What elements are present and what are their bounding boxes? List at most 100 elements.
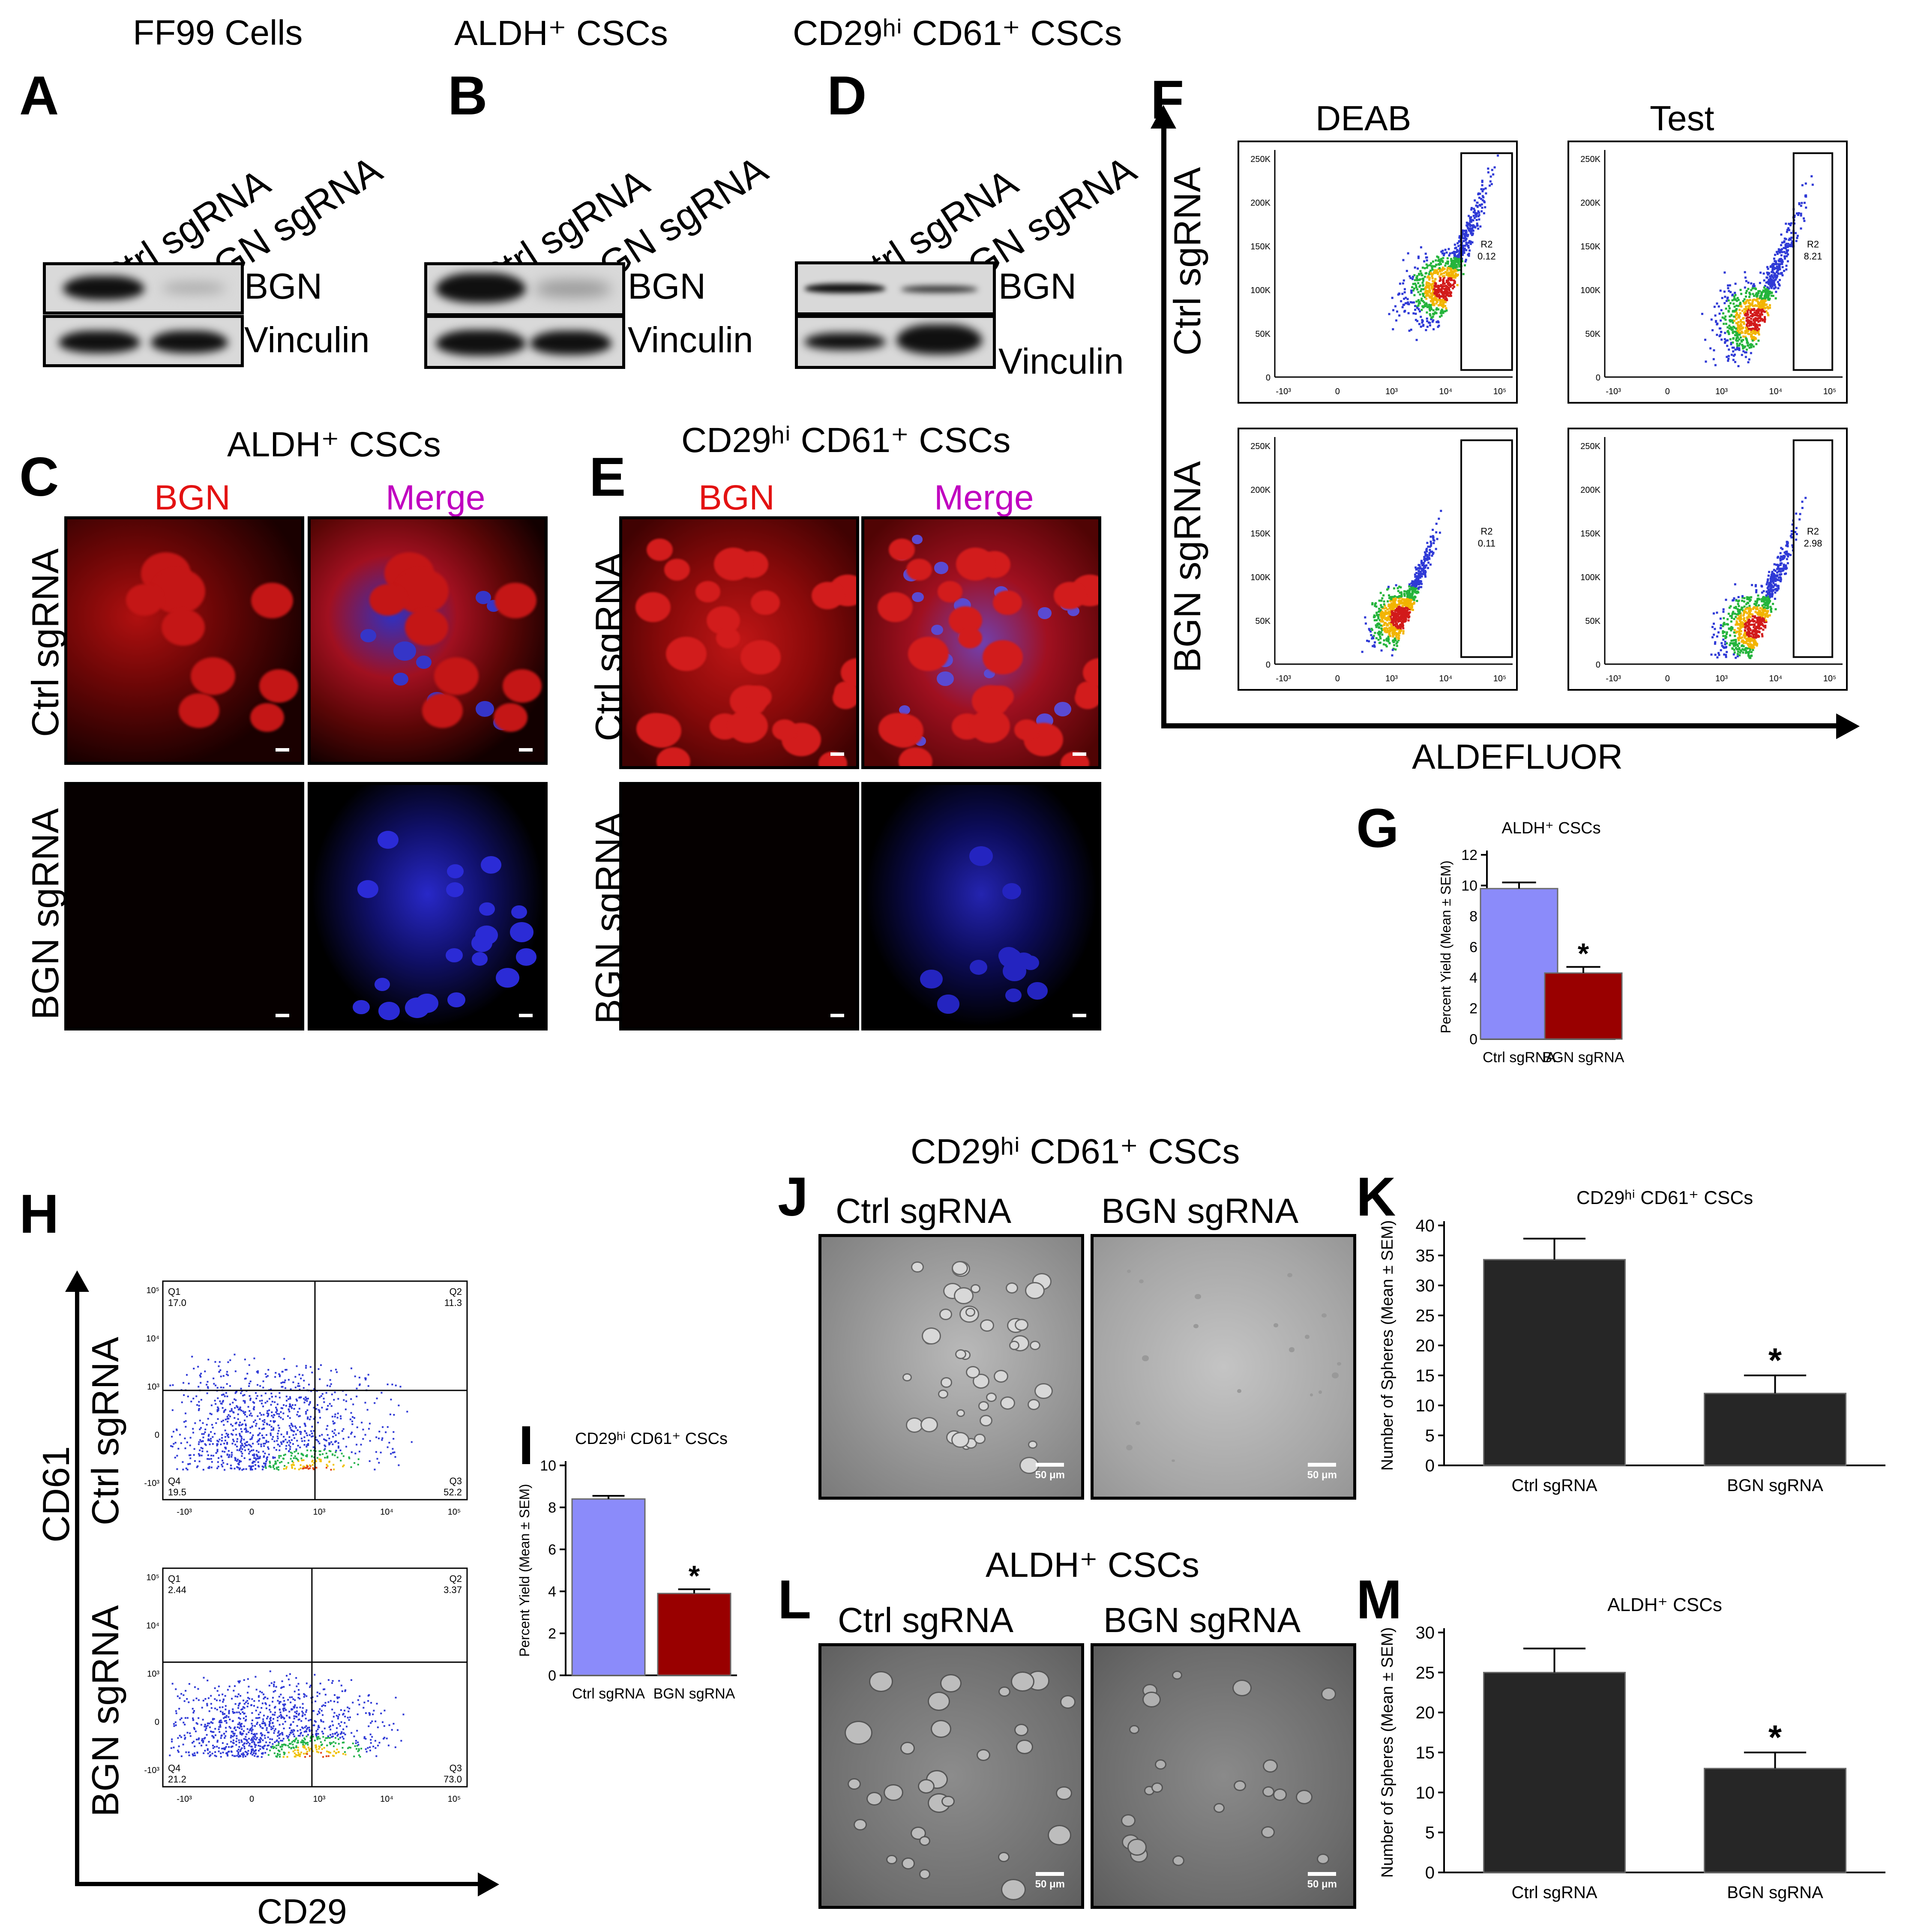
blob <box>1310 1393 1313 1396</box>
blob <box>993 590 1022 615</box>
category-label: BGN sgRNA <box>653 1686 735 1702</box>
y-tick-label: 15 <box>1416 1366 1435 1385</box>
y-tick-label: 30 <box>1416 1623 1435 1642</box>
flow-x-tick: 10⁴ <box>1439 387 1452 396</box>
blob <box>931 625 943 635</box>
blob <box>902 1857 915 1869</box>
blob <box>983 640 1023 674</box>
flow-y-tick: 0 <box>1596 660 1600 670</box>
blob <box>1234 1780 1246 1791</box>
blob <box>635 592 671 622</box>
bar <box>1705 1768 1846 1872</box>
quadrant-q4-value: 21.2 <box>168 1774 186 1785</box>
y-tick-label: 25 <box>1416 1306 1435 1325</box>
blob <box>475 926 498 945</box>
blob <box>1287 1273 1292 1277</box>
blob <box>970 709 1010 743</box>
flow-y-tick: 50K <box>1585 329 1600 339</box>
blob <box>511 905 527 919</box>
flow-x-tick: 10³ <box>1715 674 1728 683</box>
header-cd29-cd61-cscs: CD29ʰⁱ CD61⁺ CSCs <box>793 13 1122 54</box>
flow-y-tick: 200K <box>1250 485 1271 495</box>
sphere-col-ctrl: Ctrl sgRNA <box>836 1191 1011 1231</box>
y-tick-label: 35 <box>1416 1246 1435 1265</box>
flow-y-tick: 200K <box>1250 198 1271 208</box>
blob <box>1048 1825 1072 1845</box>
panel-letter-d: D <box>827 64 866 127</box>
blob <box>1127 1839 1147 1856</box>
flow-y-tick: 250K <box>1250 442 1271 451</box>
blob <box>998 1852 1010 1862</box>
quadrant-q1-name: Q1 <box>168 1573 180 1584</box>
blob <box>1136 1421 1140 1425</box>
flow-y-tick: 100K <box>1580 573 1600 582</box>
blob <box>969 846 992 866</box>
y-tick-label: 5 <box>1425 1824 1435 1842</box>
micrograph-c-bgn-merge <box>308 782 548 1030</box>
blob <box>911 1261 923 1273</box>
blob <box>1172 1459 1175 1462</box>
flow-x-tick: 0 <box>249 1794 254 1804</box>
y-tick-label: 10 <box>1416 1783 1435 1802</box>
blob <box>884 1784 903 1801</box>
flow-y-tick: 150K <box>1580 529 1600 539</box>
quadrant-q3-name: Q3 <box>450 1763 462 1773</box>
blob <box>994 1370 1008 1383</box>
significance-marker: * <box>1768 1718 1782 1756</box>
bar-chart-k: CD29ʰⁱ CD61⁺ CSCs0510152025303540Number … <box>1363 1174 1894 1500</box>
blob <box>446 882 464 897</box>
category-label: BGN sgRNA <box>1543 1049 1624 1066</box>
blob <box>998 1686 1010 1697</box>
blob <box>1030 1341 1040 1350</box>
header-aldh-cscs: ALDH⁺ CSCs <box>986 1545 1199 1585</box>
blob <box>740 640 781 674</box>
blob <box>951 1432 969 1447</box>
significance-marker: * <box>689 1560 700 1592</box>
quadrant-q3-value: 52.2 <box>444 1487 462 1498</box>
blob <box>812 582 844 609</box>
sphere-image-l-bgn: 50 μm <box>1091 1643 1356 1909</box>
blob <box>1011 1671 1034 1692</box>
category-label: Ctrl sgRNA <box>1511 1476 1597 1495</box>
blob <box>939 1309 953 1320</box>
blob <box>405 997 429 1018</box>
micrograph-c-bgn-bgn <box>64 782 304 1030</box>
flow-x-tick: 10⁵ <box>448 1794 461 1804</box>
blob <box>1001 1879 1026 1900</box>
blob <box>886 1855 897 1864</box>
blot-d-bgn <box>795 261 996 315</box>
blob <box>1060 1695 1076 1708</box>
quadrant-q2-name: Q2 <box>450 1573 462 1584</box>
micrograph-e-ctrl-bgn <box>619 516 859 769</box>
flow-x-tick: 0 <box>249 1507 254 1517</box>
y-tick-label: 4 <box>548 1584 556 1600</box>
quadrant-q2-name: Q2 <box>450 1286 462 1297</box>
stain-label-bgn: BGN <box>698 478 775 518</box>
flow-y-tick: 0 <box>155 1718 159 1727</box>
blob <box>970 960 987 975</box>
y-tick-label: 0 <box>1425 1863 1435 1882</box>
blob <box>494 583 536 618</box>
blob <box>714 548 752 581</box>
significance-marker: * <box>1578 938 1589 970</box>
blob <box>360 629 376 642</box>
blob <box>1332 1372 1339 1378</box>
arrow-right-icon <box>478 1872 499 1896</box>
bar <box>1545 973 1622 1039</box>
blob <box>958 628 982 648</box>
y-tick-label: 10 <box>1416 1396 1435 1415</box>
y-axis-label: Percent Yield (Mean ± SEM) <box>1438 860 1453 1033</box>
blob <box>496 968 519 988</box>
flow-f-col-deab: DEAB <box>1316 99 1411 139</box>
blob <box>1337 1362 1341 1366</box>
blob <box>393 673 408 686</box>
bar <box>1705 1393 1846 1465</box>
flow-h-row-bgn: BGN sgRNA <box>84 1605 127 1817</box>
blob <box>878 592 913 622</box>
blob <box>1056 1786 1072 1800</box>
blob <box>126 584 163 616</box>
blob <box>666 637 707 671</box>
gate-value: 2.98 <box>1804 538 1822 549</box>
